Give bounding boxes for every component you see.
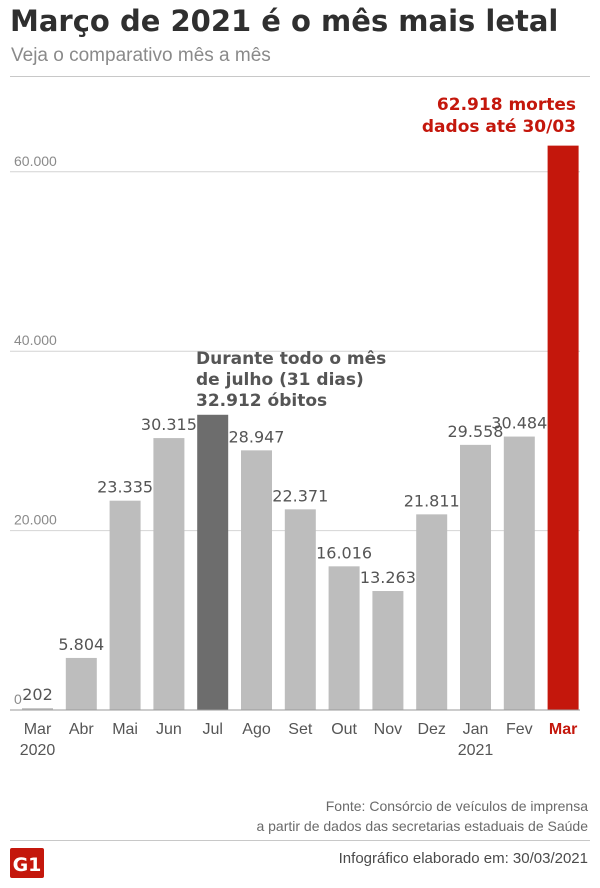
g1-logo-background xyxy=(10,848,44,878)
chart-title: Março de 2021 é o mês mais letal xyxy=(10,4,559,38)
x-tick-label: Jan xyxy=(463,721,489,738)
source-line-2: a partir de dados das secretarias estadu… xyxy=(256,818,588,834)
data-label: 28.947 xyxy=(229,427,285,446)
data-label: 5.804 xyxy=(58,635,104,654)
bar xyxy=(65,657,97,710)
annotation-jul: 32.912 óbitos xyxy=(196,391,327,411)
data-label: 202 xyxy=(22,685,53,704)
top-divider xyxy=(10,76,590,77)
data-label: 30.484 xyxy=(491,414,547,433)
x-tick-label: Jul xyxy=(202,721,222,738)
bar xyxy=(109,500,141,710)
bar-chart: 0 20.000 40.000 60.000 202 Mar 2020 5.804 Abr 23.… xyxy=(10,95,580,759)
y-tick-label: 60.000 xyxy=(14,153,57,169)
annotation-peak: 62.918 mortes xyxy=(437,95,576,115)
data-label: 21.811 xyxy=(404,491,460,510)
x-tick-label: Out xyxy=(331,721,357,738)
credit-line: Infográfico elaborado em: 30/03/2021 xyxy=(338,850,588,867)
x-tick-label: 2020 xyxy=(20,742,56,759)
bar xyxy=(547,145,579,710)
annotation-jul: Durante todo o mês xyxy=(196,349,386,369)
g1-logo-text: G1 xyxy=(13,854,42,876)
bar xyxy=(372,591,404,710)
x-tick-label: Mar xyxy=(24,721,52,738)
source-line-1: Fonte: Consórcio de veículos de imprensa xyxy=(325,798,588,814)
x-tick-label: Jun xyxy=(156,721,182,738)
x-tick-label: Abr xyxy=(69,721,95,738)
y-tick-label: 40.000 xyxy=(14,332,57,348)
x-tick-label: Set xyxy=(288,721,313,738)
data-label: 23.335 xyxy=(97,478,153,497)
bar xyxy=(328,566,360,710)
bar xyxy=(284,509,316,710)
data-label: 29.558 xyxy=(448,422,504,441)
chart-subtitle: Veja o comparativo mês a mês xyxy=(11,45,271,66)
data-label: 16.016 xyxy=(316,543,372,562)
y-tick-label: 0 xyxy=(14,691,22,707)
bar xyxy=(503,436,535,710)
annotation-peak: dados até 30/03 xyxy=(422,117,576,137)
bar xyxy=(416,514,448,710)
data-label: 22.371 xyxy=(272,486,328,505)
bar xyxy=(197,414,229,710)
x-tick-label: Dez xyxy=(417,721,445,738)
bar xyxy=(22,708,53,710)
x-tick-label: Mai xyxy=(112,721,138,738)
x-tick-label: Nov xyxy=(374,721,402,738)
x-tick-label: 2021 xyxy=(458,742,494,759)
bar xyxy=(153,438,185,710)
annotation-jul: de julho (31 dias) xyxy=(196,370,364,390)
bar xyxy=(460,444,491,710)
g1-logo: G1 xyxy=(10,848,44,878)
x-tick-label: Ago xyxy=(242,721,271,738)
source-note: Fonte: Consórcio de veículos de imprensa… xyxy=(256,796,588,836)
data-label: 30.315 xyxy=(141,415,197,434)
data-label: 13.263 xyxy=(360,568,416,587)
bar xyxy=(241,450,272,710)
x-tick-label: Mar xyxy=(549,721,577,738)
x-tick-label: Fev xyxy=(506,721,533,738)
bottom-divider xyxy=(10,840,590,841)
y-tick-label: 20.000 xyxy=(14,512,57,528)
